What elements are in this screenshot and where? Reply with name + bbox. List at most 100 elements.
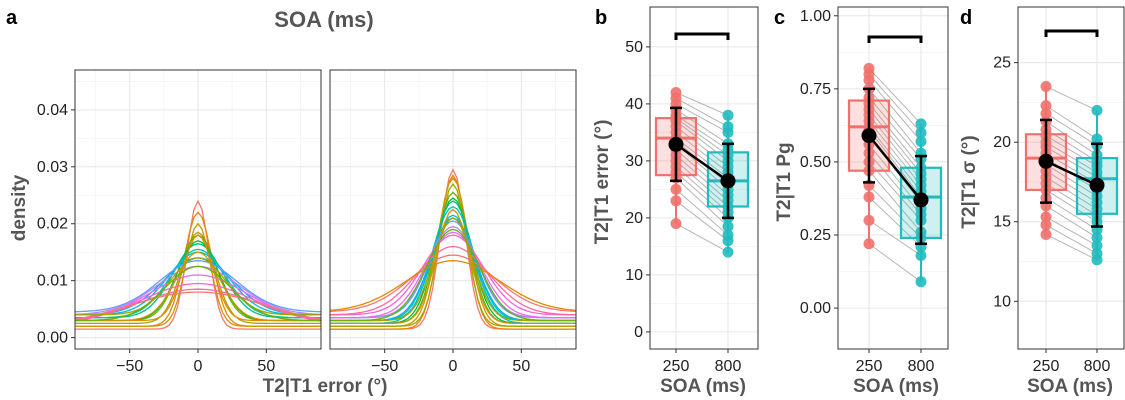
panel-d-x-tick-label: 250 — [1033, 358, 1060, 375]
density-curve-250 — [74, 260, 322, 313]
panel-d-point-250 — [1040, 108, 1052, 120]
panel-d-pair-line — [1045, 86, 1098, 111]
panel-d-xlabel: SOA (ms) — [1027, 376, 1113, 397]
density-curve-250 — [75, 265, 321, 322]
panel-b-x-tick-label: 250 — [663, 358, 690, 375]
panel-c-mean-line — [868, 134, 922, 201]
panel-c-point-800 — [915, 249, 927, 261]
panel-b-xlabel: SOA (ms) — [660, 376, 746, 397]
x-tick-label: −50 — [116, 358, 143, 375]
panel-b-mean-point-250 — [668, 136, 684, 152]
panel-d-x-tick-label: 800 — [1084, 358, 1111, 375]
panel-d-mean-line — [1045, 160, 1098, 187]
panel-letter-a: a — [6, 7, 18, 29]
panel-c-pair-line — [868, 126, 922, 192]
panel-b-point-800 — [722, 121, 734, 133]
panel-c-ylabel: T2|T1 Pg — [774, 142, 795, 221]
panel-d-pair-line — [1045, 141, 1098, 173]
x-tick-label: 50 — [512, 358, 530, 375]
plot-layer: −50 0 50 0.00 0.01 0.02 0.03 0.04 −50 0 50 0 10 20 30 4… — [37, 6, 1125, 375]
panel-d-pair-line — [1045, 113, 1098, 146]
panel-b-point-250 — [670, 183, 682, 195]
panel-d-pair-line — [1045, 135, 1098, 167]
x-tick-label: 50 — [257, 358, 275, 375]
panel-d-pair-line — [1045, 205, 1098, 239]
density-curve-800 — [329, 245, 577, 316]
panel-d-y-tick-label: 10 — [993, 293, 1011, 310]
panel-c-point-250 — [863, 214, 875, 226]
panel-b-y-tick-label: 50 — [625, 39, 643, 56]
panel-c-pair-line — [868, 97, 922, 160]
panel-d-pair-line — [1045, 176, 1098, 210]
panel-d-mean-point-800 — [1089, 177, 1105, 193]
y-tick-label: 0.04 — [37, 102, 68, 119]
panel-b-y-tick-label: 40 — [625, 96, 643, 113]
panel-b-pair-line — [675, 117, 729, 156]
panel-c-mean-point-250 — [861, 128, 877, 144]
panel-c-point-800 — [915, 127, 927, 139]
y-tick-label: 0.00 — [37, 330, 68, 347]
panel-c-pair-line — [868, 184, 922, 239]
panel-b-pair-line — [675, 114, 729, 150]
panel-d-y-tick-label: 20 — [993, 134, 1011, 151]
panel-b-point-250 — [670, 195, 682, 207]
density-curve-250 — [75, 248, 321, 319]
density-curve-800 — [330, 234, 576, 316]
panel-d-pair-line — [1045, 216, 1098, 247]
panel-b-pair-line — [675, 97, 729, 128]
panel-b-mean-line — [675, 143, 729, 182]
density-curve-250 — [74, 291, 322, 321]
panel-c-pair-line — [868, 120, 922, 186]
panel-d-pair-line — [1045, 105, 1098, 140]
panel-c-y-tick-label: 1.00 — [800, 8, 831, 25]
panel-b-ylabel: T2|T1 error (°) — [592, 120, 613, 245]
panel-b-point-800 — [722, 246, 734, 258]
panel-d-mean-point-250 — [1038, 153, 1054, 169]
panel-b-pair-line — [675, 126, 729, 167]
panel-c-xlabel: SOA (ms) — [853, 376, 939, 397]
panel-b-pair-line — [675, 154, 729, 202]
panel-a-xlabel: T2|T1 error (°) — [263, 376, 388, 397]
panel-d-pair-line — [1045, 189, 1098, 223]
panel-b-pair-line — [675, 120, 729, 162]
panel-b-point-250 — [670, 87, 682, 98]
panel-d-y-tick-label: 25 — [993, 55, 1011, 72]
density-curve-800 — [330, 228, 576, 322]
panel-d-significance-bracket — [1044, 29, 1099, 37]
panel-d-y-tick-label: 15 — [993, 214, 1011, 231]
density-curve-250 — [74, 288, 322, 322]
panel-d-pair-line — [1045, 234, 1098, 261]
panel-d-point-250 — [1040, 228, 1052, 240]
panel-c-point-250 — [863, 238, 875, 250]
panel-c-pair-line — [868, 219, 922, 256]
panel-b-y-tick-label: 0 — [634, 324, 643, 341]
panel-c-x-tick-label: 250 — [856, 358, 883, 375]
panel-d-frame — [1017, 6, 1125, 350]
panel-d-pair-line — [1045, 146, 1098, 178]
panel-b-point-800 — [722, 109, 734, 121]
panel-c-y-tick-label: 0.75 — [800, 81, 831, 98]
panel-b-pair-line — [675, 160, 729, 207]
panel-c-mean-point-800 — [913, 192, 929, 208]
density-curve-250 — [75, 199, 321, 330]
panel-b-y-tick-label: 10 — [625, 267, 643, 284]
panel-b-frame — [649, 6, 759, 350]
panel-c-point-250 — [863, 191, 875, 203]
panel-a-title: SOA (ms) — [274, 7, 373, 32]
panel-c-pair-line — [868, 108, 922, 174]
panel-letter-c: c — [774, 7, 785, 29]
panel-d-point-250 — [1040, 81, 1052, 93]
density-curve-250 — [75, 251, 321, 322]
panel-b-pair-line — [675, 200, 729, 242]
panel-d-pair-line — [1045, 164, 1098, 197]
panel-c-significance-bracket — [867, 35, 923, 43]
x-tick-label: 0 — [449, 358, 458, 375]
panel-b-pair-line — [675, 92, 729, 116]
panel-c-point-800 — [915, 276, 927, 288]
panel-d-point-800 — [1091, 248, 1103, 260]
panel-b-pair-line — [675, 109, 729, 145]
panel-letter-d: d — [960, 7, 972, 29]
panel-c-pair-line — [868, 79, 922, 142]
panel-b-pair-line — [675, 149, 729, 196]
